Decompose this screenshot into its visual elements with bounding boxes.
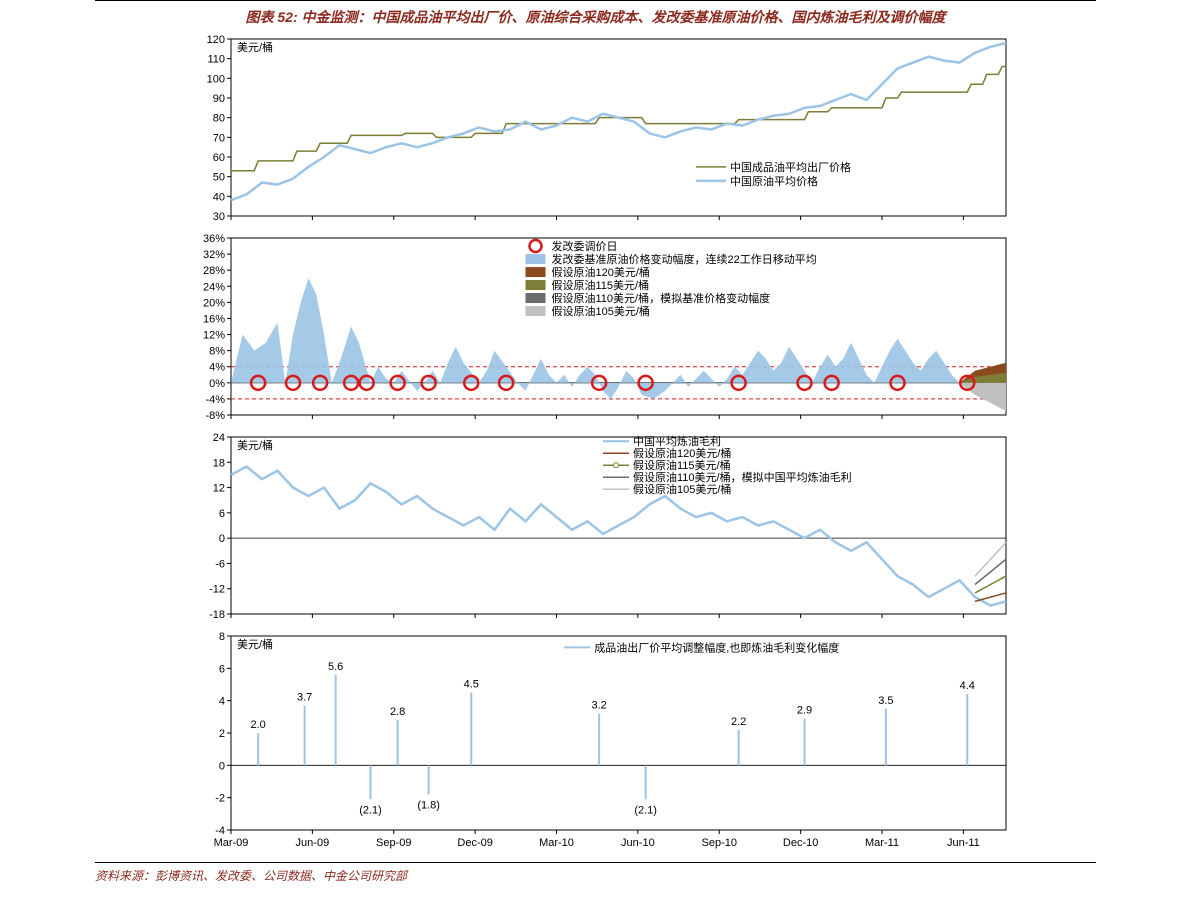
svg-text:3.5: 3.5 [878,695,893,707]
svg-text:Mar-11: Mar-11 [864,837,898,849]
svg-text:24: 24 [212,432,224,444]
svg-text:12: 12 [212,483,224,495]
svg-text:假设原油115美元/桶: 假设原油115美元/桶 [633,458,731,472]
svg-text:Mar-10: Mar-10 [539,837,574,849]
svg-text:80: 80 [212,113,224,125]
svg-text:(2.1): (2.1) [359,804,382,816]
svg-text:Dec-09: Dec-09 [457,837,492,849]
svg-text:6: 6 [218,508,224,520]
svg-text:32%: 32% [202,249,224,261]
svg-text:2.2: 2.2 [730,716,745,728]
svg-text:中国原油平均价格: 中国原油平均价格 [730,174,818,188]
svg-text:假设原油105美元/桶: 假设原油105美元/桶 [633,482,731,496]
svg-text:4.4: 4.4 [959,680,974,692]
svg-text:12%: 12% [202,330,224,342]
svg-text:Jun-09: Jun-09 [295,837,329,849]
svg-text:美元/桶: 美元/桶 [237,40,273,54]
svg-text:28%: 28% [202,265,224,277]
svg-text:70: 70 [212,132,224,144]
svg-text:假设原油115美元/桶: 假设原油115美元/桶 [551,278,649,292]
svg-text:0%: 0% [209,378,225,390]
svg-text:8: 8 [218,631,224,643]
svg-text:20%: 20% [202,297,224,309]
svg-text:24%: 24% [202,281,224,293]
svg-text:(1.8): (1.8) [417,799,440,811]
svg-text:美元/桶: 美元/桶 [237,438,273,452]
svg-text:120: 120 [206,34,224,46]
chart-title: 图表 52: 中金监测：中国成品油平均出厂价、原油综合采购成本、发改委基准原油价… [95,7,1096,27]
svg-text:3.2: 3.2 [591,700,606,712]
svg-text:4%: 4% [209,362,225,374]
svg-text:30: 30 [212,211,224,223]
svg-text:-4%: -4% [205,394,225,406]
charts-container: 30405060708090100110120美元/桶中国成品油平均出厂价格中国… [95,31,1096,858]
svg-text:发改委基准原油价格变动幅度，连续22工作日移动平均: 发改委基准原油价格变动幅度，连续22工作日移动平均 [551,252,816,266]
svg-text:90: 90 [212,93,224,105]
svg-text:2.0: 2.0 [250,719,265,731]
svg-text:中国平均炼油毛利: 中国平均炼油毛利 [633,434,721,448]
svg-text:0: 0 [218,533,224,545]
footer-source: 资料来源：彭博资讯、发改委、公司数据、中金公司研究部 [95,867,1096,884]
svg-text:-8%: -8% [205,410,225,422]
svg-text:-4: -4 [215,825,225,837]
svg-text:假设原油120美元/桶: 假设原油120美元/桶 [633,446,731,460]
svg-text:Jun-10: Jun-10 [621,837,655,849]
svg-text:成品油出厂价平均调整幅度,也即炼油毛利变化幅度: 成品油出厂价平均调整幅度,也即炼油毛利变化幅度 [594,640,839,654]
svg-text:16%: 16% [202,313,224,325]
svg-text:2: 2 [218,728,224,740]
svg-text:2.9: 2.9 [796,704,811,716]
svg-text:36%: 36% [202,233,224,245]
svg-text:40: 40 [212,191,224,203]
svg-text:假设原油110美元/桶，模拟基准价格变动幅度: 假设原油110美元/桶，模拟基准价格变动幅度 [551,291,770,305]
svg-text:美元/桶: 美元/桶 [237,637,273,651]
svg-text:假设原油120美元/桶: 假设原油120美元/桶 [551,265,649,279]
svg-text:发改委调价日: 发改委调价日 [551,239,617,253]
svg-text:4: 4 [218,696,224,708]
svg-text:8%: 8% [209,346,225,358]
svg-text:4.5: 4.5 [463,679,478,691]
svg-text:假设原油110美元/桶，模拟中国平均炼油毛利: 假设原油110美元/桶，模拟中国平均炼油毛利 [633,470,852,484]
title-bar: 图表 52: 中金监测：中国成品油平均出厂价、原油综合采购成本、发改委基准原油价… [95,0,1096,31]
svg-text:100: 100 [206,73,224,85]
svg-text:Jun-11: Jun-11 [946,837,979,849]
footer-bar: 资料来源：彭博资讯、发改委、公司数据、中金公司研究部 [95,862,1096,884]
svg-text:中国成品油平均出厂价格: 中国成品油平均出厂价格 [730,160,851,174]
svg-text:Dec-10: Dec-10 [782,837,817,849]
svg-text:0: 0 [218,760,224,772]
chart-4-adjustments: -4 -2 0 2 4 6 8 Mar-09 Jun-09 Sep-09 Dec-09 Mar-10 J… [176,628,1016,858]
chart-1-prices: 30 40 50 60 70 80 90 100 110 120 美元/桶中国成品油平均出厂价格中国… [176,31,1016,226]
svg-text:2.8: 2.8 [389,706,404,718]
chart-3-margin: -18-12-606121824美元/桶中国平均炼油毛利假设原油120美元/桶假… [176,429,1016,624]
svg-text:-2: -2 [215,793,225,805]
svg-text:(2.1): (2.1) [634,804,657,816]
svg-text:3.7: 3.7 [296,692,311,704]
chart-2-pct-change: -8% -4% 0% 4% 8% 12% 16% 20% 24% 28% 32% 36% 发改委调价日发… [176,230,1016,425]
svg-text:60: 60 [212,152,224,164]
svg-text:Sep-09: Sep-09 [376,837,411,849]
svg-text:Mar-09: Mar-09 [213,837,248,849]
svg-text:-18: -18 [209,609,225,621]
svg-text:-6: -6 [215,558,225,570]
svg-text:6: 6 [218,663,224,675]
svg-text:假设原油105美元/桶: 假设原油105美元/桶 [551,304,649,318]
svg-text:110: 110 [207,54,225,66]
svg-text:18: 18 [212,457,224,469]
svg-text:50: 50 [212,172,224,184]
svg-text:-12: -12 [209,584,225,596]
svg-text:Sep-10: Sep-10 [701,837,736,849]
svg-text:5.6: 5.6 [327,661,342,673]
